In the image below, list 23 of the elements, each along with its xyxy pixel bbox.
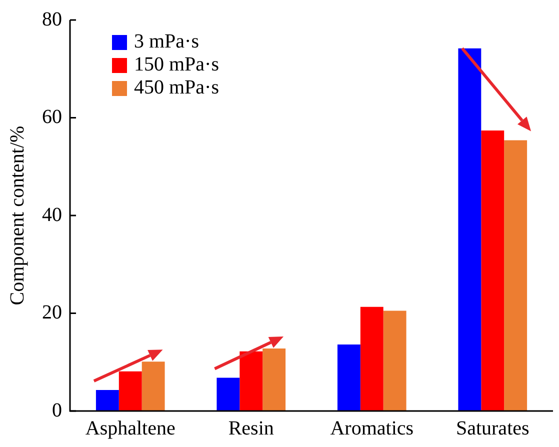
x-tick-label: Resin [228,417,274,440]
bar [504,140,528,411]
x-tick-label: Asphaltene [85,417,176,440]
y-tick-label: 0 [52,399,62,422]
bar [458,48,482,411]
bar [96,390,119,411]
bar [360,306,384,411]
y-axis-title: Component content/% [6,126,28,306]
y-tick-label: 40 [42,204,62,226]
legend-label: 150 mPa·s [134,53,220,76]
x-tick-label: Saturates [456,417,530,440]
legend-label: 3 mPa·s [134,30,200,52]
y-tick-label: 60 [42,106,62,128]
y-tick-label: 20 [42,302,62,324]
bar [118,371,142,411]
bar [481,130,504,411]
bar [383,310,406,411]
bar [337,344,360,411]
x-tick-label: Aromatics [330,417,414,440]
bar [216,378,240,411]
bar [240,351,263,411]
legend-label: 450 mPa·s [134,76,220,98]
y-tick-label: 80 [42,8,62,30]
